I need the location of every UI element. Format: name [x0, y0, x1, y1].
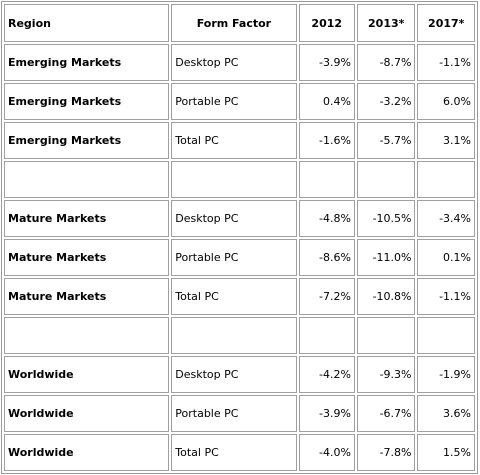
form-factor-cell: Total PC: [171, 122, 297, 159]
value-2013-cell: -5.7%: [356, 122, 416, 159]
form-factor-cell: Total PC: [171, 434, 297, 471]
header-2013: 2013*: [356, 4, 416, 42]
table-row: Worldwide Desktop PC -4.2% -9.3% -1.9%: [4, 356, 475, 393]
value-2012-cell: [298, 161, 355, 198]
form-factor-cell: [171, 317, 297, 354]
value-2017-cell: -3.4%: [417, 200, 475, 237]
form-factor-cell: Portable PC: [171, 239, 297, 276]
region-cell: Worldwide: [4, 434, 170, 471]
header-region: Region: [4, 4, 170, 42]
form-factor-cell: Portable PC: [171, 83, 297, 120]
value-2012-cell: 0.4%: [298, 83, 355, 120]
value-2012-cell: -3.9%: [298, 395, 355, 432]
value-2012-cell: -8.6%: [298, 239, 355, 276]
value-2013-cell: -10.5%: [356, 200, 416, 237]
table-row: Emerging Markets Portable PC 0.4% -3.2% …: [4, 83, 475, 120]
table-row: Mature Markets Desktop PC -4.8% -10.5% -…: [4, 200, 475, 237]
value-2013-cell: -10.8%: [356, 278, 416, 315]
header-2017: 2017*: [417, 4, 475, 42]
form-factor-cell: Total PC: [171, 278, 297, 315]
value-2017-cell: -1.1%: [417, 278, 475, 315]
region-cell: Worldwide: [4, 356, 170, 393]
value-2013-cell: -9.3%: [356, 356, 416, 393]
value-2017-cell: 3.6%: [417, 395, 475, 432]
table-row: Emerging Markets Desktop PC -3.9% -8.7% …: [4, 44, 475, 81]
table-row: Emerging Markets Total PC -1.6% -5.7% 3.…: [4, 122, 475, 159]
value-2012-cell: -4.2%: [298, 356, 355, 393]
table-row: Mature Markets Portable PC -8.6% -11.0% …: [4, 239, 475, 276]
value-2017-cell: 1.5%: [417, 434, 475, 471]
value-2017-cell: -1.9%: [417, 356, 475, 393]
region-cell: Emerging Markets: [4, 83, 170, 120]
header-2012: 2012: [298, 4, 355, 42]
region-cell: Emerging Markets: [4, 122, 170, 159]
value-2012-cell: -7.2%: [298, 278, 355, 315]
form-factor-cell: [171, 161, 297, 198]
value-2013-cell: [356, 161, 416, 198]
form-factor-cell: Desktop PC: [171, 356, 297, 393]
table-row: Worldwide Total PC -4.0% -7.8% 1.5%: [4, 434, 475, 471]
region-cell: Mature Markets: [4, 239, 170, 276]
table-header-row: Region Form Factor 2012 2013* 2017*: [4, 4, 475, 42]
region-cell: [4, 317, 170, 354]
value-2012-cell: -3.9%: [298, 44, 355, 81]
value-2013-cell: -6.7%: [356, 395, 416, 432]
value-2013-cell: -3.2%: [356, 83, 416, 120]
value-2012-cell: -4.0%: [298, 434, 355, 471]
header-form-factor: Form Factor: [171, 4, 297, 42]
value-2013-cell: -7.8%: [356, 434, 416, 471]
spacer-row: [4, 317, 475, 354]
region-cell: Mature Markets: [4, 278, 170, 315]
region-cell: Worldwide: [4, 395, 170, 432]
value-2017-cell: -1.1%: [417, 44, 475, 81]
region-cell: Mature Markets: [4, 200, 170, 237]
value-2017-cell: [417, 317, 475, 354]
region-cell: [4, 161, 170, 198]
value-2013-cell: [356, 317, 416, 354]
form-factor-cell: Desktop PC: [171, 200, 297, 237]
value-2013-cell: -11.0%: [356, 239, 416, 276]
value-2017-cell: 3.1%: [417, 122, 475, 159]
value-2017-cell: 6.0%: [417, 83, 475, 120]
value-2013-cell: -8.7%: [356, 44, 416, 81]
value-2012-cell: -4.8%: [298, 200, 355, 237]
table-row: Worldwide Portable PC -3.9% -6.7% 3.6%: [4, 395, 475, 432]
value-2017-cell: 0.1%: [417, 239, 475, 276]
spacer-row: [4, 161, 475, 198]
region-cell: Emerging Markets: [4, 44, 170, 81]
form-factor-cell: Portable PC: [171, 395, 297, 432]
table-row: Mature Markets Total PC -7.2% -10.8% -1.…: [4, 278, 475, 315]
value-2012-cell: -1.6%: [298, 122, 355, 159]
form-factor-cell: Desktop PC: [171, 44, 297, 81]
value-2017-cell: [417, 161, 475, 198]
value-2012-cell: [298, 317, 355, 354]
